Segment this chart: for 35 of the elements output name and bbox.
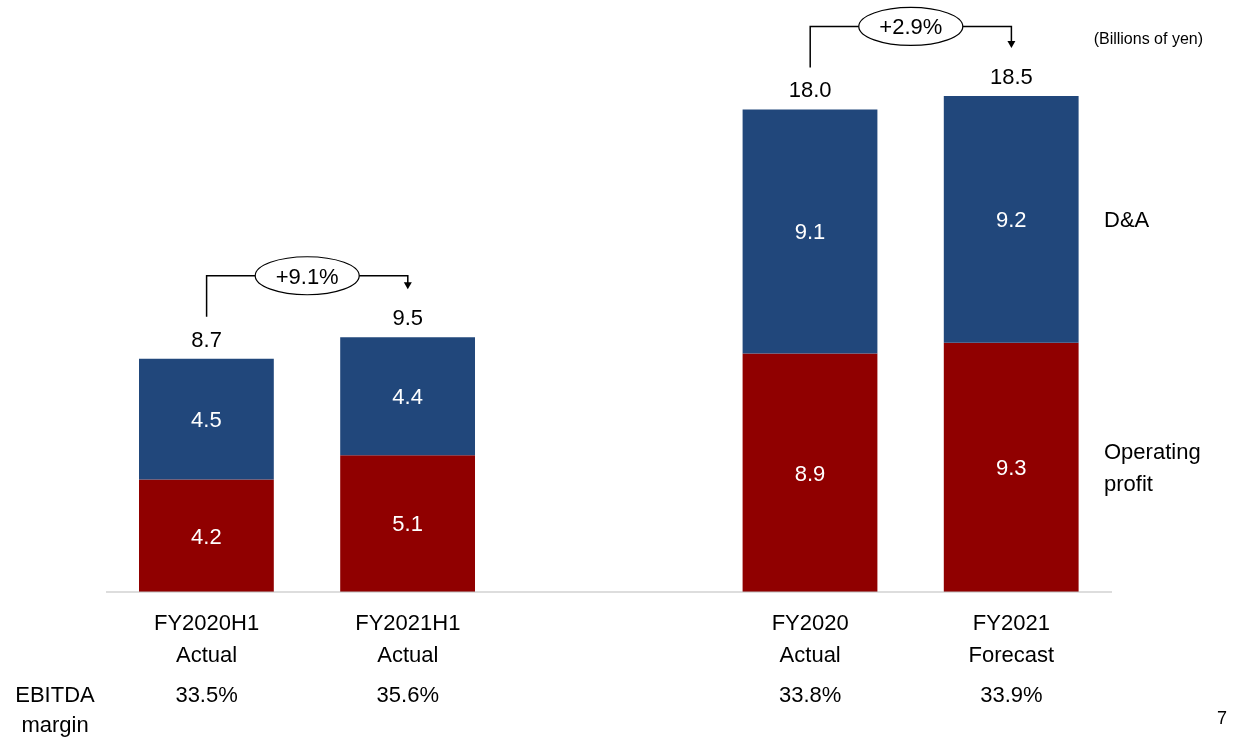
bar [742, 109, 878, 354]
text: 35.6% [376, 682, 439, 707]
annotation: +9.1% [275, 263, 339, 289]
series-label: Operating profit [1104, 439, 1201, 497]
data-label: 8.9 [794, 460, 826, 486]
x-tick-label: FY2021H1 Actual [355, 610, 461, 667]
text: (Billions of yen) [1093, 30, 1203, 47]
total-label: 18.5 [989, 64, 1033, 89]
total-label: 9.5 [392, 305, 424, 331]
bar [139, 358, 274, 480]
bar [742, 353, 878, 592]
bar [943, 342, 1079, 592]
text: 7 [1216, 708, 1228, 728]
x-tick-label: FY2020 Actual [771, 610, 849, 667]
text: EBITDA margin [15, 682, 96, 737]
data-label: 9.2 [995, 207, 1027, 233]
data-label: 9.1 [794, 219, 826, 245]
bar [340, 337, 475, 456]
data-label: 5.1 [392, 511, 423, 537]
x-tick-label: FY2021 Forecast [968, 610, 1055, 667]
total-label: 18.0 [788, 77, 832, 103]
text: 33.8% [779, 682, 842, 707]
data-label: 4.5 [191, 406, 222, 432]
text: +2.9% [879, 14, 943, 40]
text: 33.9% [980, 682, 1043, 707]
series-label: D&A [1104, 207, 1150, 233]
bar [943, 96, 1079, 343]
data-label: 4.2 [191, 523, 222, 549]
text: 33.5% [175, 682, 238, 707]
data-label: 4.4 [392, 384, 423, 410]
bar [139, 479, 274, 592]
total-label: 8.7 [191, 326, 222, 352]
bar [340, 455, 475, 592]
x-tick-label: FY2020H1 Actual [154, 610, 260, 667]
data-label: 9.3 [995, 455, 1027, 481]
